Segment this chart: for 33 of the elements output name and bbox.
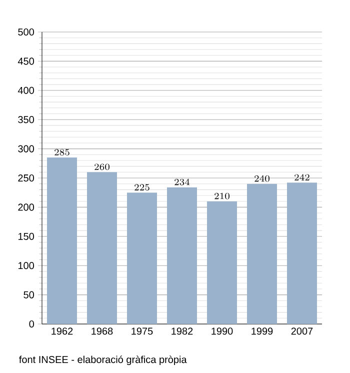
x-tick-label: 1999 <box>252 328 273 335</box>
data-label: 285 <box>54 149 70 156</box>
y-tick-label: 450 <box>18 58 34 65</box>
bar <box>126 192 157 324</box>
x-tick-label: 1975 <box>132 328 153 335</box>
y-tick-label: 500 <box>18 28 34 36</box>
bar <box>206 201 237 324</box>
bar <box>166 187 197 324</box>
y-tick-label: 150 <box>18 232 34 240</box>
y-tick-label: 350 <box>18 116 34 124</box>
data-label: 210 <box>214 192 230 200</box>
y-tick-label: 50 <box>24 291 34 298</box>
bar <box>286 182 317 324</box>
y-tick-label: 100 <box>18 262 34 270</box>
text: font INSEE - elaboració gràfica pròpia <box>19 356 187 366</box>
bar <box>86 172 117 324</box>
x-tick-label: 1990 <box>212 328 233 335</box>
y-tick-label: 300 <box>18 145 34 152</box>
x-tick-label: 1962 <box>52 328 73 335</box>
x-tick-label: 1968 <box>92 328 113 335</box>
x-tick-label: 2007 <box>291 328 313 335</box>
y-tick-label: 200 <box>18 204 34 211</box>
x-tick-label: 1982 <box>172 328 193 335</box>
y-tick-label: 250 <box>18 174 34 182</box>
data-label: 225 <box>134 184 150 191</box>
data-label: 260 <box>94 164 110 170</box>
y-tick-label: 400 <box>18 86 34 94</box>
bar <box>47 158 77 324</box>
data-label: 240 <box>254 175 270 182</box>
bar <box>246 184 277 324</box>
y-tick-label: 0 <box>29 320 34 328</box>
data-label: 242 <box>294 174 310 180</box>
data-label: 234 <box>174 178 190 186</box>
